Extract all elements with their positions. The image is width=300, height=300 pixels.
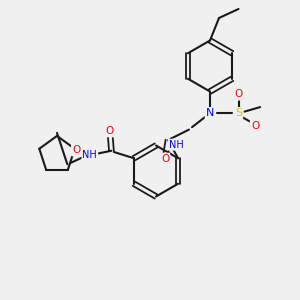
- Text: O: O: [161, 154, 169, 164]
- Text: O: O: [251, 121, 259, 131]
- Text: NH: NH: [169, 140, 183, 150]
- Text: S: S: [235, 108, 242, 118]
- Text: O: O: [106, 126, 114, 136]
- Text: N: N: [206, 108, 214, 118]
- Text: O: O: [234, 89, 243, 100]
- Text: NH: NH: [82, 150, 97, 160]
- Text: O: O: [72, 145, 80, 155]
